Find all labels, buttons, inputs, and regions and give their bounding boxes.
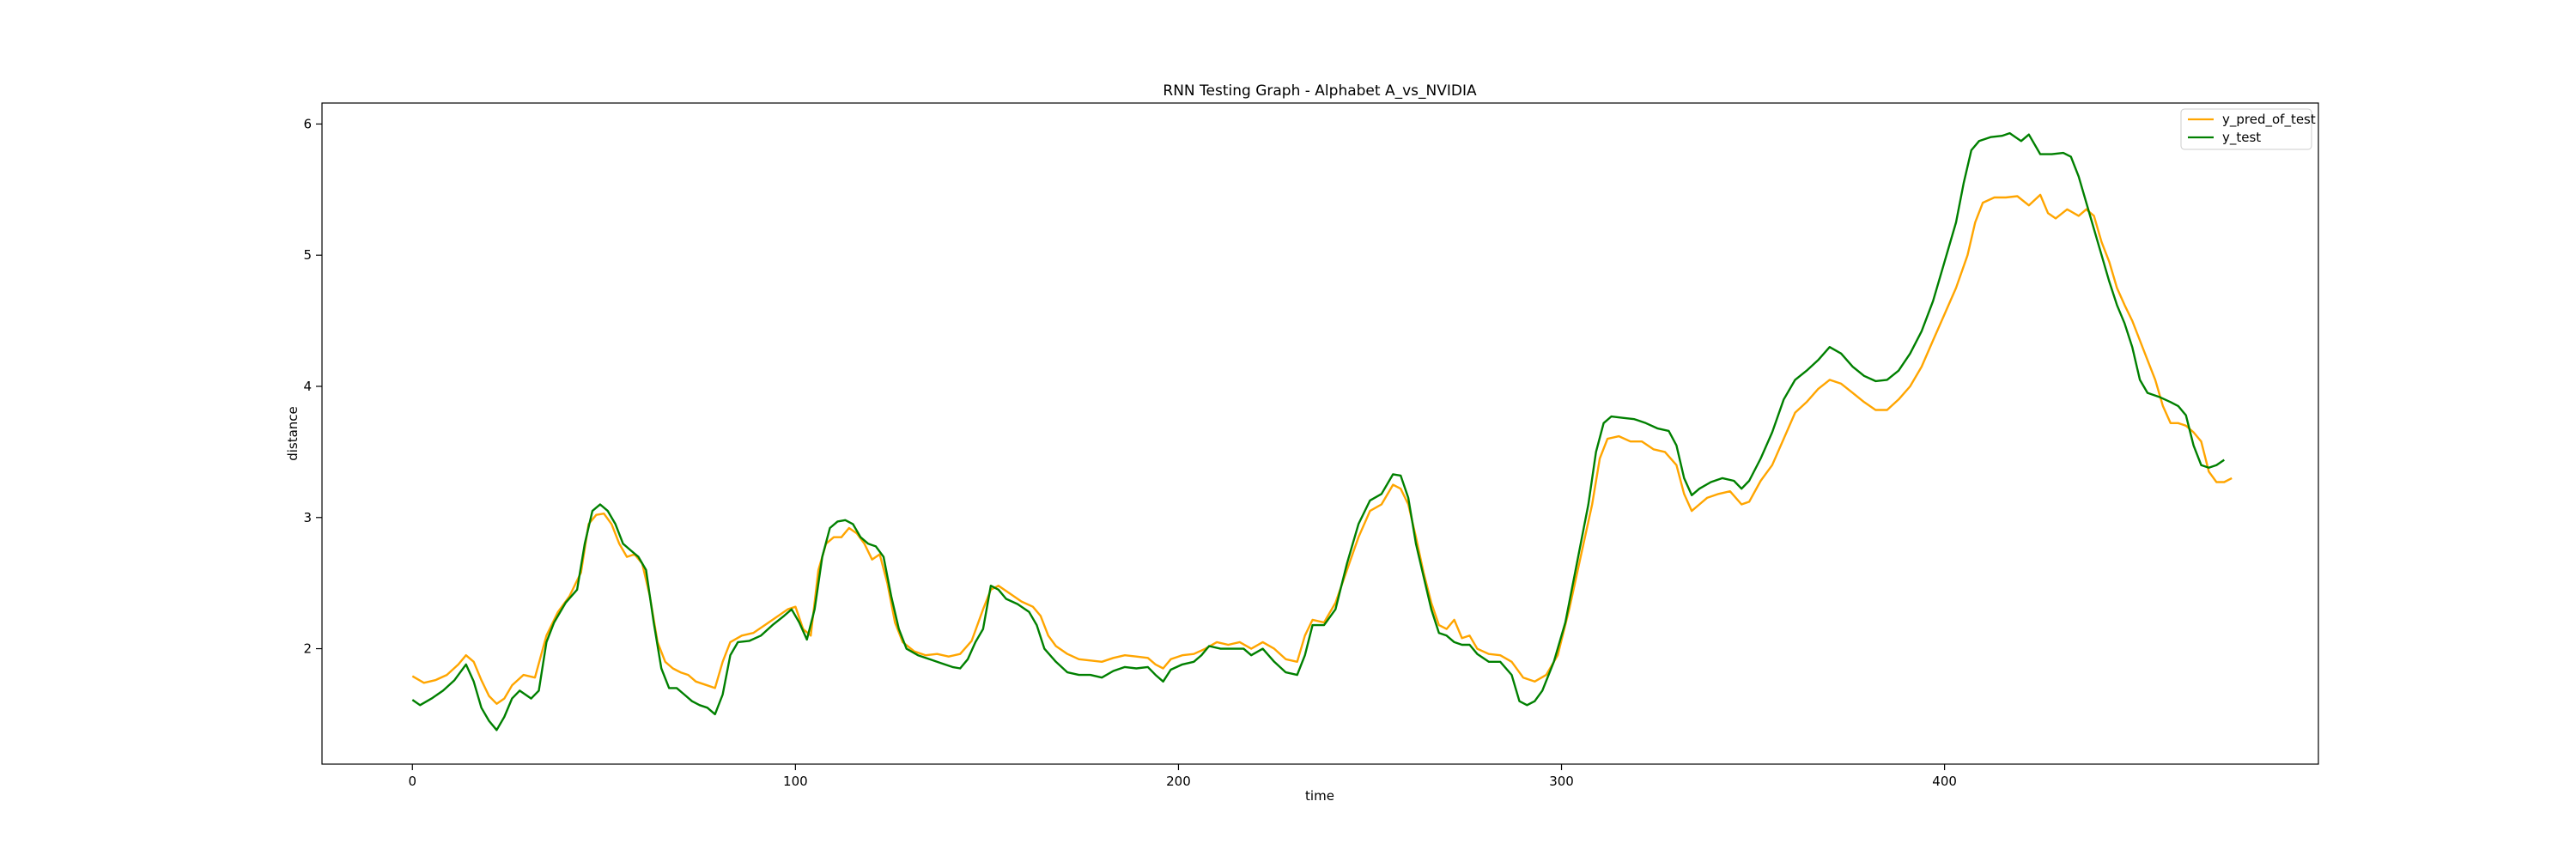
x-tick-label: 100 [783,774,808,789]
plot-frame [321,102,2319,765]
x-tick-label: 300 [1549,774,1574,789]
x-tick-label: 0 [409,774,417,789]
y-tick-label: 4 [303,379,312,394]
x-tick-label: 200 [1166,774,1191,789]
y-axis-label: distance [285,406,301,461]
legend-label-y-test: y_test [2222,130,2261,146]
series-line-y-test [411,131,2225,731]
y-tick-label: 5 [303,247,312,263]
y-tick-label: 6 [303,116,312,131]
y-axis: 2 3 4 5 6 [303,116,322,657]
x-tick-label: 400 [1932,774,1957,789]
y-tick-label: 2 [303,641,312,657]
chart-title: RNN Testing Graph - Alphabet A_vs_NVIDIA [1163,82,1477,100]
legend: y_pred_of_test y_test [2180,108,2316,150]
legend-label-y-pred-of-test: y_pred_of_test [2222,112,2316,128]
series-line-y-pred-of-test [411,193,2233,705]
x-axis: 0 100 200 300 400 [409,764,1957,789]
x-axis-label: time [1305,788,1334,804]
series-layer [411,131,2233,731]
y-tick-label: 3 [303,510,312,525]
